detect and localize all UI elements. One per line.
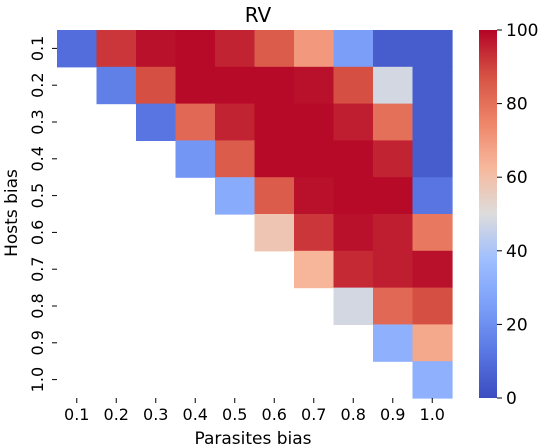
heatmap-cell xyxy=(294,250,335,289)
heatmap-cell xyxy=(412,324,453,362)
y-tick-label: 0.6 xyxy=(28,220,47,245)
y-tick-label: 0.9 xyxy=(28,330,47,355)
heatmap-cell xyxy=(254,140,295,178)
heatmap-cell xyxy=(215,177,256,215)
heatmap-cell xyxy=(175,30,216,68)
colorbar-ticks: 0 20 40 60 80 100 xyxy=(497,21,538,409)
x-tick-label: 0.9 xyxy=(380,405,405,424)
x-tick-label: 0.4 xyxy=(183,405,208,424)
heatmap-cell xyxy=(96,30,137,68)
heatmap-cell xyxy=(294,66,335,105)
heatmap-cell xyxy=(412,250,453,289)
x-tick-label: 0.2 xyxy=(104,405,129,424)
heatmap-cell xyxy=(136,66,177,105)
heatmap-cell xyxy=(412,287,453,325)
heatmap-cell xyxy=(412,30,453,68)
colorbar-tick-label: 40 xyxy=(506,242,528,262)
heatmap-cell xyxy=(175,140,216,178)
x-tick-label: 1.0 xyxy=(420,405,445,424)
chart-title: RV xyxy=(245,3,272,27)
heatmap-cell xyxy=(215,66,256,105)
y-tick-label: 0.4 xyxy=(28,146,47,171)
heatmap-cell xyxy=(294,177,335,215)
heatmap-cells xyxy=(57,30,453,399)
y-tick-label: 1.0 xyxy=(28,367,47,392)
heatmap-cell xyxy=(254,66,295,105)
y-axis-label: Hosts bias xyxy=(2,169,22,257)
heatmap-cell xyxy=(215,30,256,68)
heatmap-cell xyxy=(254,214,295,252)
y-tick-label: 0.7 xyxy=(28,256,47,281)
heatmap-cell xyxy=(412,214,453,252)
heatmap-cell xyxy=(412,103,453,141)
heatmap-cell xyxy=(294,30,335,68)
heatmap-cell xyxy=(373,30,414,68)
heatmap-cell xyxy=(373,250,414,289)
x-tick-label: 0.3 xyxy=(143,405,168,424)
y-tick-label: 0.1 xyxy=(28,36,47,61)
heatmap-cell xyxy=(412,66,453,105)
heatmap-cell xyxy=(294,140,335,178)
heatmap-cell xyxy=(412,361,453,399)
y-tick-label: 0.8 xyxy=(28,293,47,318)
x-tick-label: 0.6 xyxy=(262,405,287,424)
heatmap-cell xyxy=(333,250,374,289)
heatmap-cell xyxy=(333,214,374,252)
heatmap-cell xyxy=(136,103,177,141)
heatmap-cell xyxy=(412,140,453,178)
x-axis-ticks: 0.1 0.2 0.3 0.4 0.5 0.6 0.7 0.8 0.9 1.0 xyxy=(64,398,445,424)
heatmap-cell xyxy=(373,140,414,178)
colorbar-tick-label: 60 xyxy=(506,168,528,188)
colorbar-tick-label: 0 xyxy=(506,389,517,409)
heatmap-cell xyxy=(412,177,453,215)
heatmap-cell xyxy=(136,30,177,68)
heatmap-cell xyxy=(254,177,295,215)
heatmap-cell xyxy=(373,324,414,362)
heatmap-cell xyxy=(294,103,335,141)
x-axis-label: Parasites bias xyxy=(194,429,311,448)
colorbar-tick-label: 100 xyxy=(506,21,538,41)
heatmap-cell xyxy=(175,103,216,141)
heatmap-cell xyxy=(333,30,374,68)
heatmap-cell xyxy=(373,66,414,105)
x-tick-label: 0.7 xyxy=(301,405,326,424)
y-tick-label: 0.5 xyxy=(28,183,47,208)
heatmap-cell xyxy=(373,103,414,141)
heatmap-cell xyxy=(333,103,374,141)
heatmap-cell xyxy=(373,214,414,252)
heatmap-cell xyxy=(215,103,256,141)
y-axis-ticks: 0.1 0.2 0.3 0.4 0.5 0.6 0.7 0.8 0.9 1.0 xyxy=(28,36,57,392)
y-tick-label: 0.2 xyxy=(28,72,47,97)
colorbar-tick-label: 20 xyxy=(506,315,528,335)
heatmap-cell xyxy=(373,287,414,325)
heatmap-cell xyxy=(373,177,414,215)
x-tick-label: 0.1 xyxy=(64,405,89,424)
heatmap-cell xyxy=(254,30,295,68)
heatmap-cell xyxy=(333,66,374,105)
heatmap-cell xyxy=(333,287,374,325)
heatmap-cell xyxy=(175,66,216,105)
x-tick-label: 0.5 xyxy=(222,405,247,424)
heatmap-cell xyxy=(254,103,295,141)
heatmap-cell xyxy=(333,140,374,178)
heatmap-cell xyxy=(215,140,256,178)
heatmap-cell xyxy=(96,66,137,105)
heatmap-cell xyxy=(57,30,98,68)
y-tick-label: 0.3 xyxy=(28,109,47,134)
heatmap-cell xyxy=(294,214,335,252)
colorbar-tick-label: 80 xyxy=(506,95,528,115)
heatmap-cell xyxy=(333,177,374,215)
colorbar xyxy=(479,30,497,398)
x-tick-label: 0.8 xyxy=(341,405,366,424)
